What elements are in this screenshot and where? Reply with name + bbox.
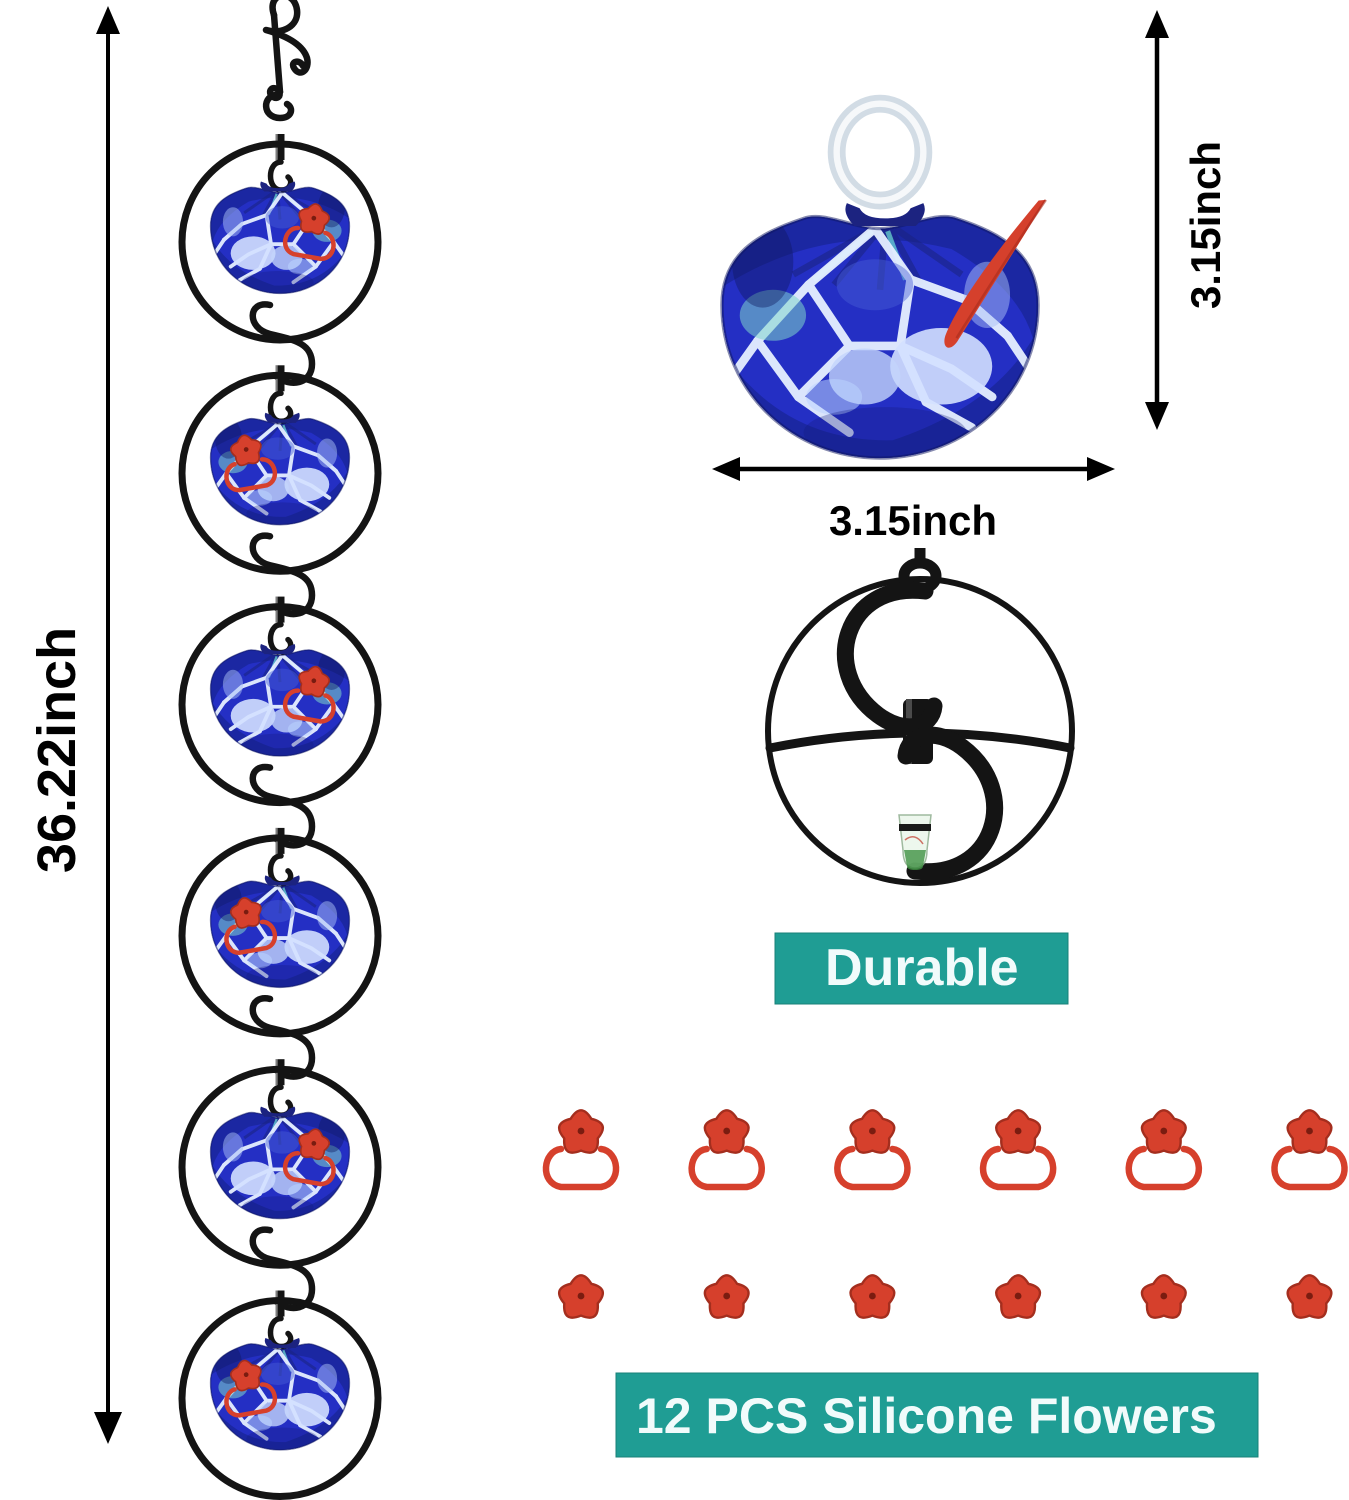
svg-text:3.15inch: 3.15inch [829,497,997,544]
svg-text:12 PCS Silicone Flowers: 12 PCS Silicone Flowers [636,1388,1217,1444]
svg-text:36.22inch: 36.22inch [27,627,87,873]
svg-text:Durable: Durable [825,939,1019,997]
svg-text:3.15inch: 3.15inch [1182,141,1229,309]
